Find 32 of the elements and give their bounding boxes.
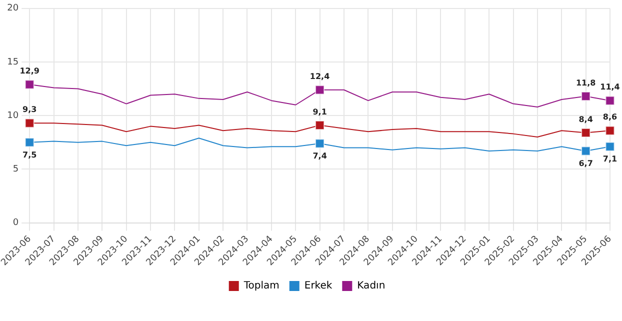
point	[24, 118, 34, 128]
point	[581, 92, 591, 102]
data-label: 8,4	[578, 114, 594, 124]
legend-label: Erkek	[304, 280, 332, 292]
y-tick-label: 15	[7, 57, 19, 68]
y-tick-label: 0	[12, 218, 19, 228]
data-label: 11,4	[600, 82, 620, 92]
point	[315, 120, 325, 130]
data-label: 7,5	[22, 150, 38, 160]
point	[24, 138, 34, 148]
point	[581, 128, 591, 138]
y-tick-label: 5	[12, 164, 19, 175]
data-label: 8,6	[602, 112, 618, 122]
point	[605, 126, 615, 136]
data-label: 9,1	[312, 107, 328, 116]
data-label: 9,3	[22, 105, 37, 114]
point	[315, 85, 325, 95]
legend-label: Kadın	[357, 280, 386, 292]
data-label: 6,7	[578, 159, 593, 168]
point	[24, 80, 34, 90]
data-label: 7,4	[312, 152, 328, 161]
point	[315, 138, 325, 148]
point	[605, 96, 615, 106]
data-label: 11,8	[576, 78, 596, 88]
point	[605, 142, 615, 152]
y-tick-label: 10	[7, 110, 19, 121]
data-label: 12,4	[310, 72, 330, 81]
y-tick-label: 20	[7, 4, 19, 14]
data-label: 7,1	[602, 154, 618, 164]
point	[581, 146, 591, 156]
data-label: 12,9	[20, 66, 40, 76]
legend-label: Toplam	[242, 280, 280, 292]
